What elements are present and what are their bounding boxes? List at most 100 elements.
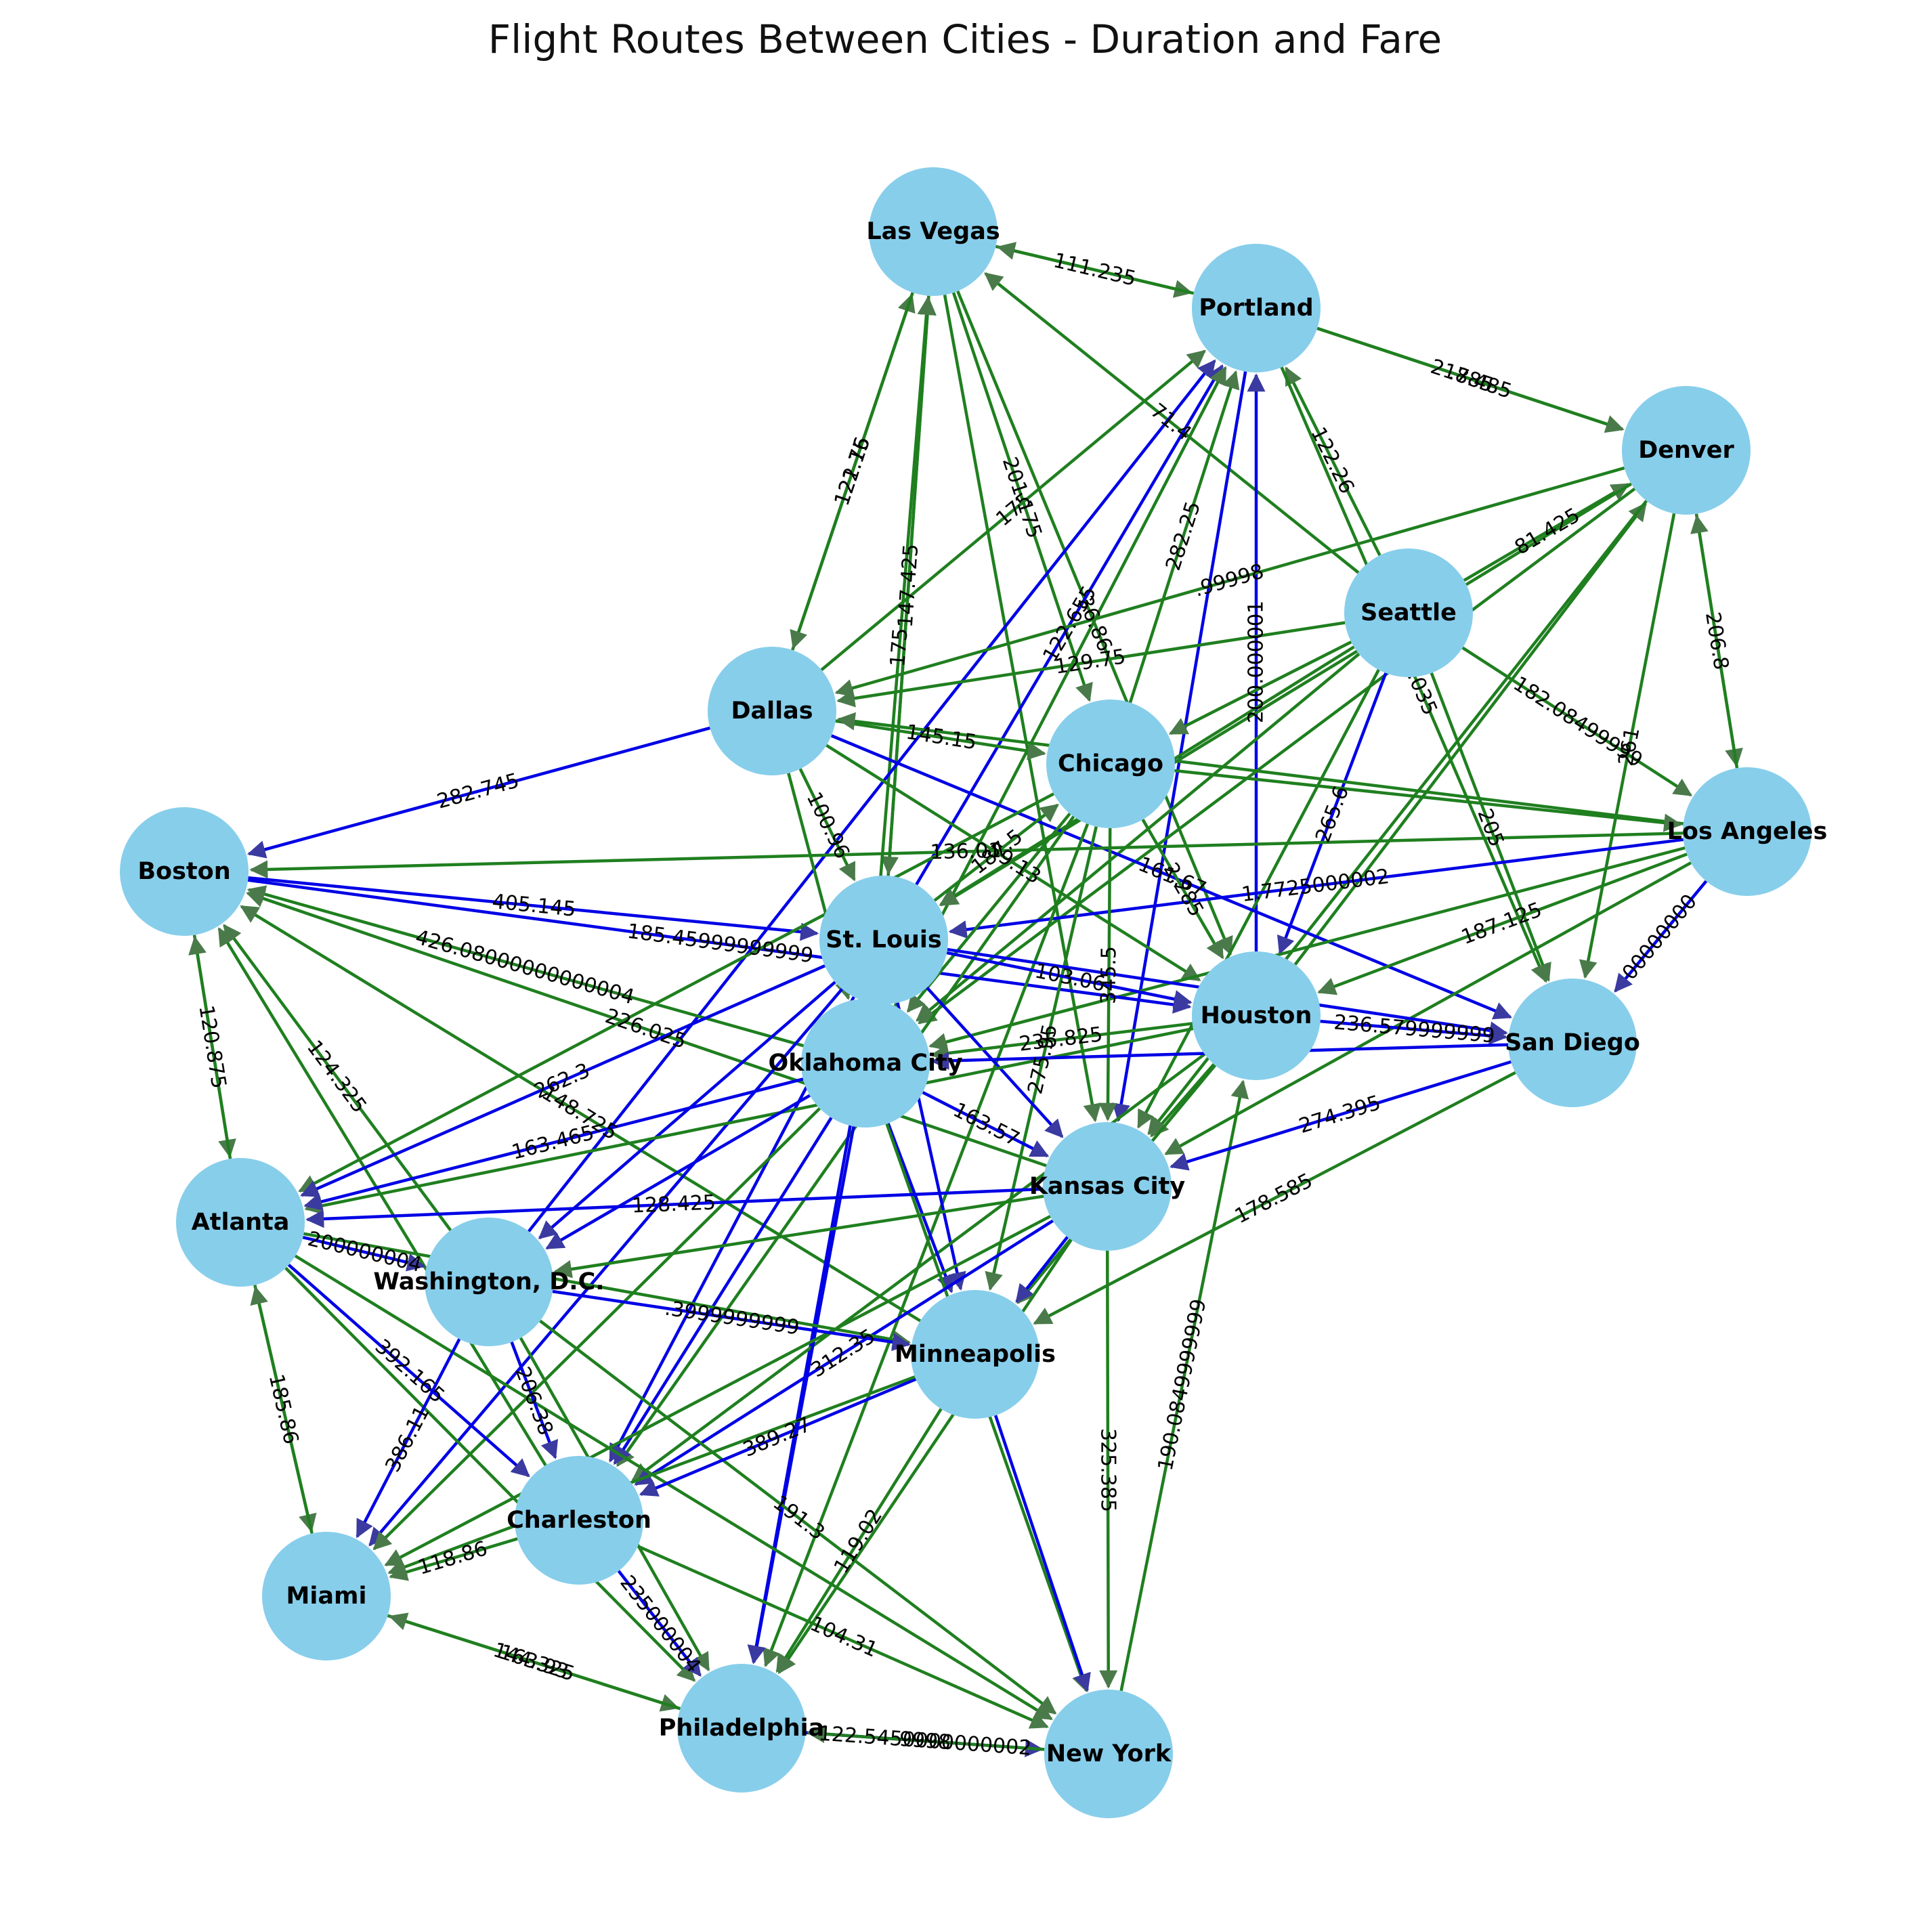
route-edge: [834, 466, 1625, 697]
route-edge: [246, 726, 710, 859]
route-edge: [368, 987, 844, 1547]
route-edge: [1015, 1236, 1069, 1304]
city-node-circle: [1622, 386, 1751, 515]
route-edge: [893, 366, 1227, 1007]
route-edge: [926, 986, 1064, 1138]
edge-label: 274.395: [1296, 1091, 1384, 1138]
route-edge: [528, 359, 1216, 1232]
city-node-circle: [1508, 979, 1637, 1107]
city-name-label: Denver: [1638, 437, 1734, 464]
city-node-circle: [677, 1664, 806, 1793]
route-edge: [825, 744, 1201, 982]
route-edge: [1614, 880, 1708, 993]
edge-label: 392.165: [370, 1335, 449, 1408]
city-name-label: Houston: [1201, 1002, 1312, 1029]
city-node-chi: Chicago: [1046, 700, 1175, 828]
route-edge: [389, 1537, 518, 1581]
edge-label: 405.145: [491, 890, 577, 922]
city-node-circle: [869, 167, 998, 296]
route-edge: [836, 621, 1346, 708]
edge-label: 235.825: [1018, 1023, 1104, 1056]
route-edge: [1164, 861, 1692, 1155]
edge-label: 104.31: [807, 1612, 881, 1662]
city-node-kc: Kansas City: [1029, 1122, 1186, 1251]
route-edge: [639, 1377, 917, 1497]
route-edge: [1099, 1250, 1118, 1689]
route-edge: [305, 1187, 1044, 1228]
city-node-por: Portland: [1192, 244, 1321, 372]
route-edge: [298, 792, 1054, 1193]
route-edge: [246, 890, 1047, 1167]
edge-label: 175: [886, 627, 913, 668]
city-node-circle: [262, 1532, 391, 1660]
route-edge: [1430, 672, 1551, 983]
route-edge: [246, 885, 805, 1048]
edge-label: 145.15: [904, 721, 978, 755]
route-edge: [1320, 1019, 1508, 1045]
city-node-circle: [1046, 700, 1175, 828]
edge-label: 185.45999999999: [626, 920, 815, 968]
city-node-circle: [801, 999, 930, 1128]
route-edge: [248, 876, 819, 941]
route-edge: [634, 1219, 1054, 1486]
edge-label: 312.35: [807, 1325, 879, 1383]
city-node-circle: [515, 1456, 643, 1585]
city-name-label: Minneapolis: [895, 1341, 1056, 1368]
edge-label: 226.025: [602, 1004, 689, 1054]
city-name-label: Charleston: [507, 1507, 651, 1534]
city-name-label: Kansas City: [1029, 1173, 1186, 1200]
chart-title: Flight Routes Between Cities - Duration …: [488, 16, 1442, 62]
route-edge: [617, 1570, 702, 1677]
route-edge: [996, 242, 1195, 295]
route-edge: [835, 719, 1046, 760]
edge-label: .785: [1446, 361, 1496, 398]
route-edge: [247, 878, 1192, 1014]
route-edge: [287, 1264, 530, 1478]
route-edge: [790, 292, 914, 649]
route-edge: [918, 488, 1636, 1025]
edge-layer: [188, 242, 1743, 1757]
route-edge: [545, 1094, 811, 1250]
route-edge: [922, 1091, 1050, 1158]
edge-label: 389.27: [739, 1413, 814, 1462]
city-node-circle: [911, 1290, 1039, 1419]
route-edge: [1112, 371, 1247, 1123]
route-edge: [552, 1289, 911, 1352]
route-edge: [930, 1022, 1193, 1062]
route-edge: [798, 768, 856, 882]
city-node-circle: [1043, 1122, 1172, 1251]
city-node-circle: [819, 876, 948, 1004]
city-name-label: Washington, D.C.: [373, 1268, 604, 1295]
edge-label: 178.585: [1231, 1169, 1316, 1228]
edge-label: 124.325: [302, 1036, 371, 1117]
city-node-cha: Charleston: [507, 1456, 651, 1585]
city-node-circle: [425, 1218, 553, 1346]
route-edge: [1579, 513, 1676, 979]
city-name-label: Atlanta: [192, 1209, 290, 1236]
route-edge: [539, 1319, 1057, 1715]
route-edge: [1316, 326, 1625, 433]
edge-label: 206.8: [1700, 610, 1733, 671]
city-node-circle: [1192, 244, 1321, 372]
edge-label: 325.385: [1096, 1428, 1119, 1512]
route-edge: [1128, 370, 1240, 704]
route-edge: [775, 1408, 943, 1673]
route-edge: [1170, 1060, 1511, 1171]
route-edge: [1461, 646, 1693, 797]
edge-label: 120.875: [194, 1004, 230, 1090]
route-edge: [886, 1123, 955, 1293]
route-edge: [637, 1545, 1049, 1729]
route-edge: [188, 936, 232, 1159]
route-edge: [1150, 1063, 1216, 1138]
route-edge: [880, 295, 930, 875]
city-name-label: Miami: [286, 1583, 367, 1610]
city-node-lv: Las Vegas: [866, 167, 1000, 296]
city-node-min: Minneapolis: [895, 1290, 1056, 1419]
city-node-circle: [120, 807, 249, 936]
route-edge: [1033, 1071, 1516, 1325]
route-edge: [284, 1266, 696, 1682]
edge-label: 282.25: [1161, 498, 1205, 574]
edge-label: 119.02: [830, 1505, 887, 1578]
route-edge: [303, 1077, 804, 1211]
